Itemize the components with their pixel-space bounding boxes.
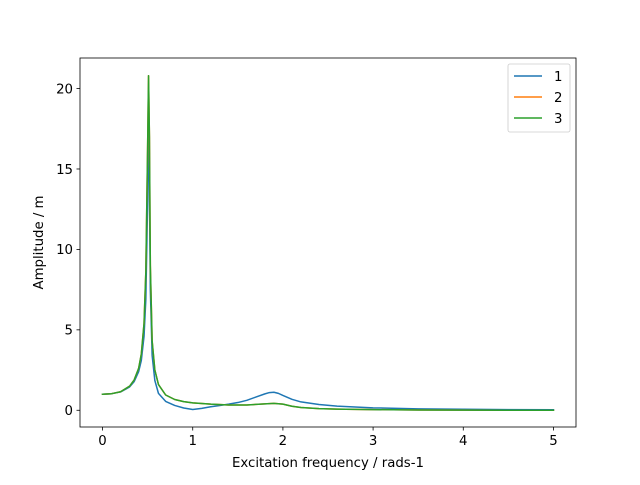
x-tick-label: 2 [279,434,287,449]
legend-entries: 1 2 3 [514,70,562,127]
y-tick-label: 15 [56,163,73,178]
plot-area-frame [79,57,577,428]
legend-frame [507,63,571,133]
legend-label-3: 3 [554,112,562,127]
x-axis-ticks: 0 1 2 3 4 5 [98,427,558,449]
x-axis-label: Excitation frequency / rads-1 [232,456,424,471]
y-tick-label: 10 [56,243,73,258]
legend-label-1: 1 [554,70,562,85]
series-lines [101,74,555,411]
x-tick-label: 5 [549,434,557,449]
series-line-1 [101,95,555,411]
x-tick-label: 4 [459,434,467,449]
x-tick-label: 1 [188,434,196,449]
x-tick-label: 0 [98,434,106,449]
x-tick-label: 3 [369,434,377,449]
y-tick-label: 0 [65,404,73,419]
y-axis-ticks: 0 5 10 15 20 [56,82,80,419]
y-axis-label: Amplitude / m [32,195,47,289]
series-line-3 [101,74,555,411]
legend: 1 2 3 [507,63,571,133]
y-tick-label: 20 [56,82,73,97]
y-tick-label: 5 [65,324,73,339]
legend-label-2: 2 [554,91,562,106]
